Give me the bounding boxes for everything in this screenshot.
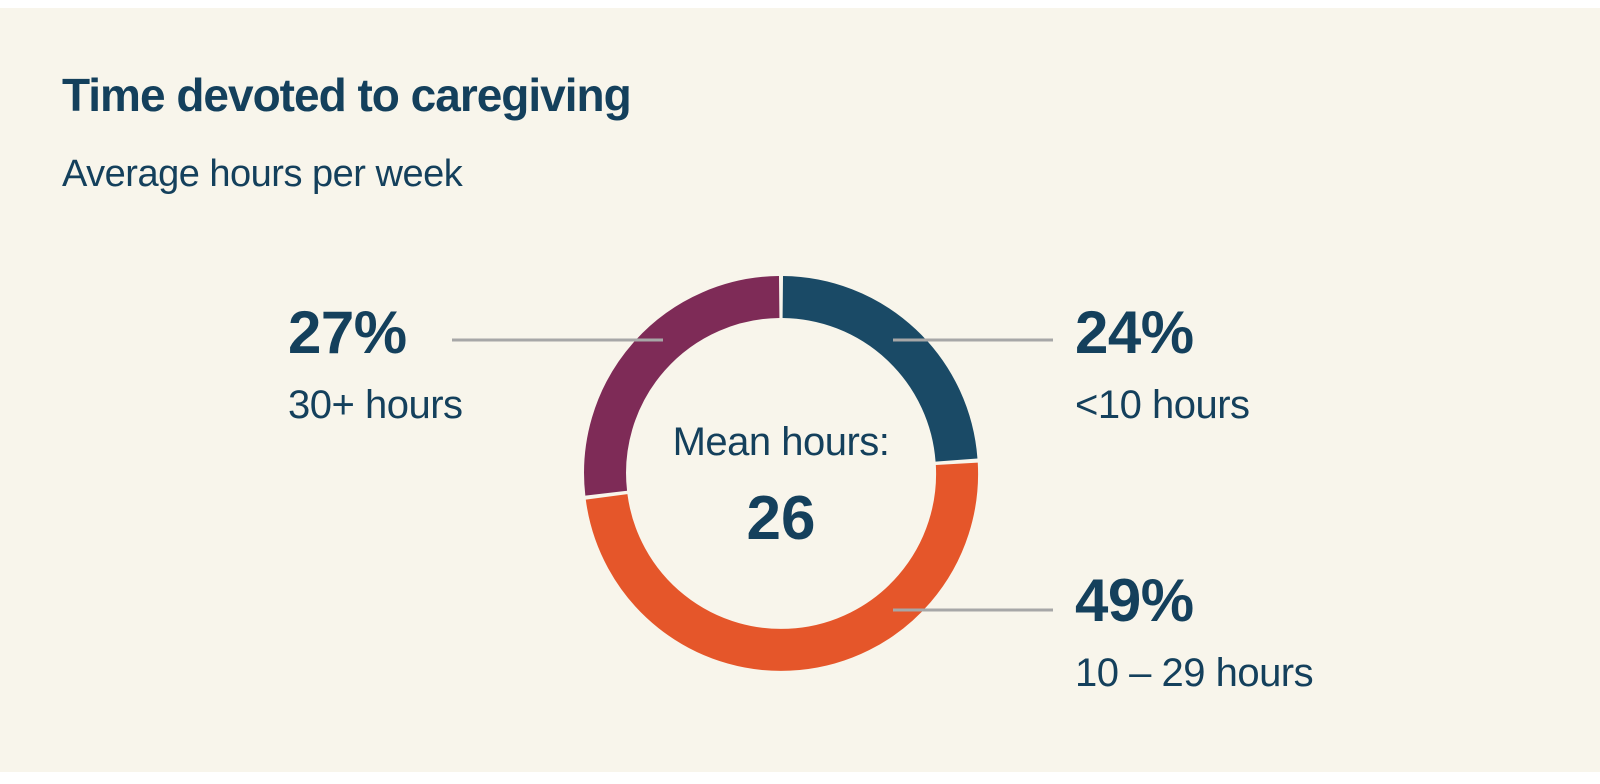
category-label-30plus-hours: 30+ hours [288,383,463,427]
segment-label-block-30plus-hours: 27% 30+ hours [288,299,463,428]
donut-center-text: Mean hours: 26 [581,420,981,550]
donut-segment--10-hours [782,276,978,463]
donut-center-value: 26 [746,484,816,553]
segment-label-block-under10-hours: 24% <10 hours [1075,299,1250,428]
percent-value-30plus-hours: 27% [288,299,407,366]
chart-subtitle: Average hours per week [62,153,463,195]
donut-segment-10-29-hours [585,462,979,671]
percent-value-under10-hours: 24% [1075,299,1194,366]
bottom-edge-strip [0,772,1600,784]
donut-segment-30-hours [584,276,780,496]
category-label-10to29-hours: 10 – 29 hours [1075,651,1314,695]
segment-label-block-10to29-hours: 49% 10 – 29 hours [1075,567,1314,696]
top-edge-strip [0,0,1600,8]
chart-title: Time devoted to caregiving [62,69,632,121]
donut-arcs-group [584,276,979,671]
percent-value-10to29-hours: 49% [1075,567,1194,634]
donut-center-label: Mean hours: [672,420,890,464]
category-label-under10-hours: <10 hours [1075,383,1250,427]
